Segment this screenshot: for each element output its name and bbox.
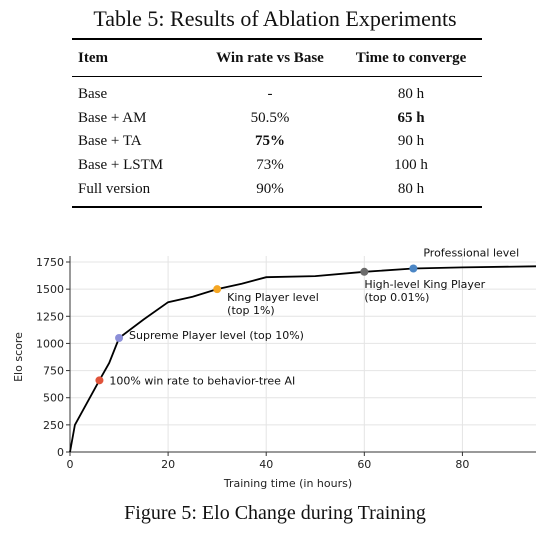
cell-win-rate: 73% — [256, 157, 284, 174]
table-row: Base - 80 h — [72, 77, 482, 107]
cell-item: Full version — [78, 180, 151, 197]
milestone-marker — [409, 264, 418, 273]
y-axis-label: Elo score — [12, 332, 25, 382]
elo-chart: 0 250 500 750 1000 1250 1500 1750 0 20 40 60 80 Train… — [12, 247, 537, 490]
y-tick-label: 1750 — [36, 256, 64, 269]
milestone-label: 100% win rate to behavior-tree AI — [109, 374, 295, 387]
milestone-label: (top 0.01%) — [364, 291, 429, 304]
y-tick-label: 500 — [43, 392, 64, 405]
header-win-rate: Win rate vs Base — [216, 49, 324, 66]
cell-item: Base + AM — [78, 109, 147, 126]
table-header-row: Item Win rate vs Base Time to converge — [72, 39, 482, 77]
x-tick-label: 40 — [259, 458, 273, 471]
milestone-marker — [213, 285, 222, 294]
cell-item: Base + LSTM — [78, 157, 164, 174]
cell-time-to-converge: 65 h — [397, 109, 425, 126]
x-tick-label: 80 — [455, 458, 469, 471]
table-body: Base - 80 h Base + AM 50.5% 65 h Base + TA 75% 9… — [72, 77, 482, 207]
milestone-label: Supreme Player level (top 10%) — [129, 329, 304, 342]
cell-time-to-converge: 80 h — [397, 180, 425, 197]
cell-win-rate: - — [267, 86, 273, 103]
cell-win-rate: 50.5% — [250, 109, 290, 126]
table-row: Full version 90% 80 h — [72, 177, 482, 207]
ablation-table: Item Win rate vs Base Time to converge B… — [72, 38, 482, 208]
cell-time-to-converge: 80 h — [397, 86, 425, 103]
figure-caption: Figure 5: Elo Change during Training — [124, 502, 426, 524]
y-tick-label: 1250 — [36, 310, 64, 323]
header-item: Item — [78, 49, 108, 66]
milestone-marker — [360, 267, 369, 276]
milestone-marker — [95, 376, 104, 385]
x-tick-label: 20 — [161, 458, 175, 471]
milestone-marker — [115, 334, 124, 342]
y-tick-label: 750 — [43, 365, 64, 378]
milestone-label: High-level King Player — [364, 278, 485, 291]
milestone-label: King Player level — [227, 291, 319, 304]
cell-win-rate: 90% — [256, 180, 284, 197]
cell-win-rate: 75% — [255, 133, 285, 150]
table-row: Base + AM 50.5% 65 h — [72, 107, 482, 131]
table-row: Base + TA 75% 90 h — [72, 130, 482, 154]
cell-time-to-converge: 90 h — [397, 133, 425, 150]
cell-item: Base + TA — [78, 133, 142, 150]
cell-time-to-converge: 100 h — [394, 157, 428, 174]
milestone-label: Professional level — [423, 247, 519, 260]
table-row: Base + LSTM 73% 100 h — [72, 154, 482, 178]
elo-curve — [69, 265, 537, 453]
y-tick-label: 1500 — [36, 283, 64, 296]
milestone-label: (top 1%) — [227, 304, 275, 317]
y-tick-label: 0 — [57, 446, 64, 459]
x-axis-label: Training time (in hours) — [223, 477, 352, 490]
header-time-to-converge: Time to converge — [355, 49, 467, 66]
x-tick-label: 60 — [357, 458, 371, 471]
table-caption: Table 5: Results of Ablation Experiments — [93, 6, 457, 31]
y-tick-label: 250 — [43, 419, 64, 432]
cell-item: Base — [78, 86, 108, 103]
x-tick-label: 0 — [67, 458, 74, 471]
y-tick-label: 1000 — [36, 337, 64, 350]
